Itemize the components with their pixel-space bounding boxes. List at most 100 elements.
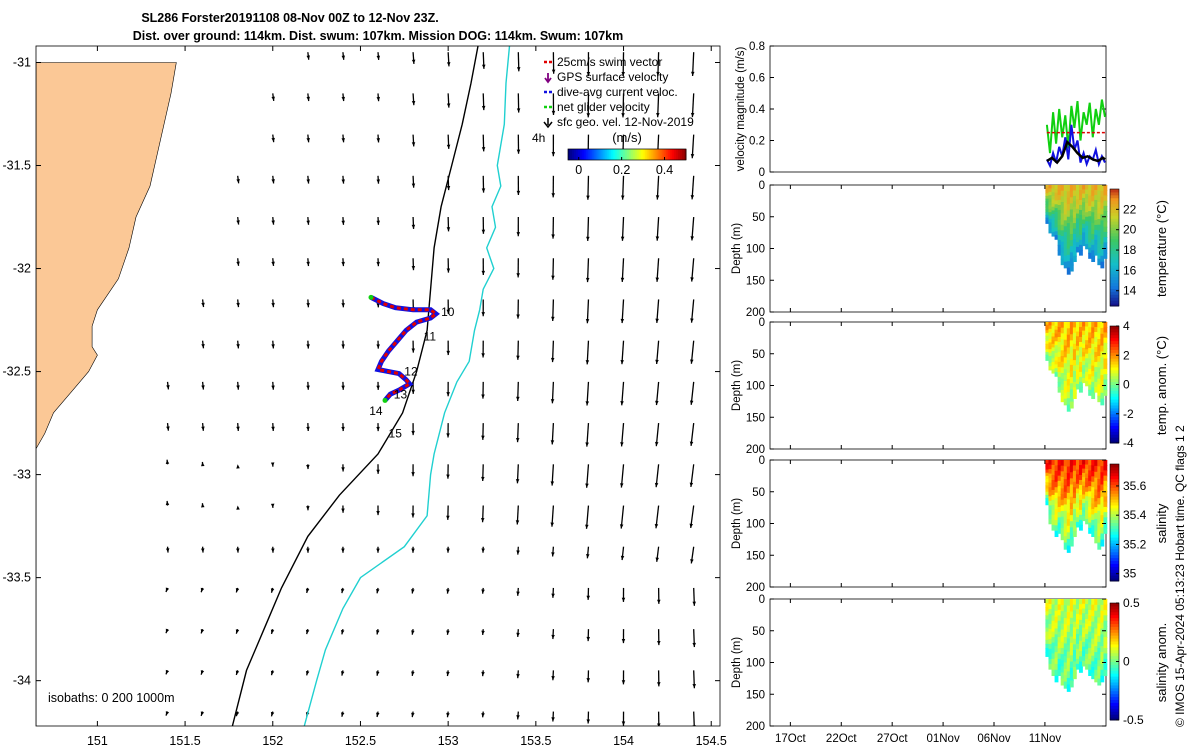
- heatmap-cell: [1103, 190, 1108, 197]
- heatmap-cell: [1051, 604, 1056, 611]
- heatmap-cell: [1045, 214, 1050, 219]
- heatmap-cell: [1057, 604, 1062, 611]
- heatmap-cell: [1048, 208, 1053, 214]
- current-vector: [271, 340, 275, 349]
- current-vector: [165, 711, 170, 716]
- heatmap-cell: [1100, 484, 1105, 492]
- current-vector: [306, 52, 310, 60]
- heatmap-cell: [1103, 384, 1108, 391]
- time-axis-label: 01Nov: [926, 733, 959, 745]
- heatmap-cell: [1088, 486, 1093, 493]
- current-vector: [481, 464, 485, 482]
- day-label: 11: [424, 330, 437, 344]
- heatmap-cell: [1069, 661, 1074, 669]
- panel-colorbar-cell: [1110, 393, 1119, 397]
- heatmap-cell: [1048, 643, 1053, 650]
- current-vector: [376, 381, 380, 390]
- heatmap-cell: [1063, 460, 1068, 468]
- panel-colorbar-cell: [1110, 693, 1119, 698]
- heatmap-cell: [1048, 352, 1053, 357]
- heatmap-cell: [1060, 190, 1065, 198]
- heatmap-cell: [1091, 610, 1096, 617]
- panel-ylabel: Depth (m): [731, 360, 743, 411]
- heatmap-cell: [1085, 643, 1089, 650]
- heatmap-cell: [1088, 216, 1093, 223]
- heatmap-cell: [1094, 477, 1099, 485]
- heatmap-cell: [1060, 202, 1065, 209]
- heatmap-cell: [1066, 658, 1071, 666]
- heatmap-cell: [1066, 538, 1071, 547]
- heatmap-cell: [1063, 214, 1068, 222]
- current-vector: [516, 175, 521, 196]
- heatmap-cell: [1045, 206, 1050, 211]
- heatmap-cell: [1097, 599, 1102, 606]
- colorbar-cell: [613, 149, 616, 160]
- heatmap-cell: [1063, 681, 1068, 689]
- panel-colorbar-cell: [1110, 355, 1119, 359]
- current-vector: [271, 175, 275, 184]
- heatmap-cell: [1072, 349, 1077, 356]
- track-dive-avg: [369, 295, 440, 403]
- current-vector: [516, 546, 520, 555]
- heatmap-cell: [1045, 463, 1050, 468]
- current-vector: [305, 670, 310, 676]
- heatmap-cell: [1051, 599, 1056, 606]
- heatmap-cell: [1060, 522, 1065, 529]
- heatmap-cell: [1054, 348, 1059, 354]
- heatmap-cell: [1060, 666, 1065, 674]
- colorbar-cell: [682, 149, 685, 160]
- panel-colorbar-cell: [1110, 626, 1119, 630]
- heatmap-cell: [1057, 527, 1062, 534]
- heatmap-cell: [1082, 193, 1086, 199]
- heatmap-cell: [1060, 511, 1065, 518]
- isobath-1000m: [231, 46, 479, 726]
- heatmap-cell: [1066, 466, 1071, 474]
- current-vector: [305, 629, 310, 635]
- heatmap-cell: [1085, 198, 1089, 204]
- panel-colorbar-cell: [1110, 366, 1119, 371]
- heatmap-cell: [1103, 669, 1108, 676]
- heatmap-cell: [1069, 334, 1074, 342]
- heatmap-cell: [1063, 466, 1068, 474]
- heatmap-cell: [1057, 214, 1062, 221]
- current-vector: [585, 423, 590, 447]
- current-vector: [689, 505, 695, 529]
- heatmap-cell: [1103, 615, 1108, 622]
- current-vector: [621, 670, 626, 685]
- heatmap-cell: [1075, 460, 1080, 466]
- current-vector: [446, 629, 450, 635]
- heatmap-cell: [1060, 356, 1065, 363]
- map-x-tick-label: 151.5: [169, 734, 200, 748]
- current-vector: [341, 93, 346, 102]
- current-vector: [411, 93, 416, 106]
- panel-colorbar-tick-label: 2: [1123, 348, 1130, 362]
- heatmap-cell: [1082, 330, 1086, 336]
- heatmap-cell: [1057, 209, 1062, 216]
- heatmap-cell: [1060, 516, 1065, 524]
- current-vector: [236, 216, 240, 225]
- heatmap-cell: [1066, 385, 1071, 393]
- current-vector: [306, 423, 310, 432]
- heatmap-cell: [1045, 485, 1050, 490]
- heatmap-cell: [1079, 514, 1083, 521]
- heatmap-cell: [1063, 357, 1068, 365]
- panel-y-tick-label: 0: [759, 180, 765, 192]
- heatmap-cell: [1066, 366, 1071, 374]
- heatmap-cell: [1091, 349, 1096, 356]
- heatmap-cell: [1085, 380, 1089, 387]
- heatmap-cell: [1066, 684, 1071, 692]
- heatmap-cell: [1063, 190, 1068, 198]
- heatmap-cell: [1094, 239, 1099, 246]
- panel-colorbar-label: temperature (°C): [1154, 200, 1169, 297]
- panel-colorbar-cell: [1110, 200, 1119, 205]
- current-vector: [341, 258, 345, 267]
- heatmap-cell: [1103, 389, 1108, 396]
- heatmap-cell: [1097, 390, 1102, 397]
- heatmap-cell: [1054, 604, 1059, 612]
- heatmap-cell: [1045, 346, 1050, 351]
- map-x-tick-label: 151: [87, 734, 108, 748]
- current-vector: [516, 299, 520, 319]
- heatmap-cell: [1045, 351, 1050, 356]
- heatmap-cell: [1045, 643, 1050, 649]
- current-vector: [305, 587, 310, 594]
